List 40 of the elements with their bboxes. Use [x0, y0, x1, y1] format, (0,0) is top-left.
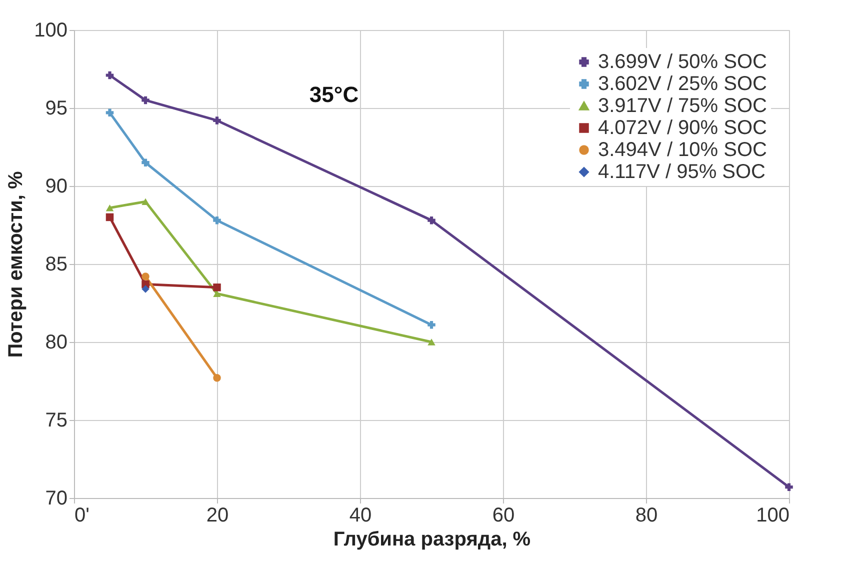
legend-label: 3.699V / 50% SOC: [598, 51, 767, 73]
point: [213, 284, 221, 292]
y-tick-label: 100: [34, 20, 68, 42]
point: [106, 204, 114, 212]
point: [785, 483, 793, 491]
y-tick-label: 75: [45, 410, 68, 432]
y-tick-label: 90: [45, 176, 68, 198]
y-tick-label: 70: [45, 488, 68, 510]
y-tick-label: 95: [45, 98, 68, 120]
legend-label: 3.917V / 75% SOC: [598, 95, 767, 117]
point: [106, 71, 114, 80]
point: [213, 374, 221, 382]
legend-label: 3.602V / 25% SOC: [598, 73, 767, 95]
x-axis-title: Глубина разряда, %: [333, 528, 531, 550]
legend-label: 3.494V / 10% SOC: [598, 139, 767, 161]
point: [142, 198, 150, 205]
point: [142, 272, 150, 280]
y-axis-title: Потери емкости, %: [5, 171, 28, 358]
x-tick-label: 40: [349, 504, 372, 526]
point: [213, 290, 221, 297]
point: [106, 213, 114, 222]
x-tick-label: 60: [492, 504, 515, 526]
point: [213, 216, 221, 224]
point: [142, 285, 150, 293]
legend-label: 4.117V / 95% SOC: [598, 161, 766, 183]
point: [428, 216, 436, 224]
y-tick-label: 85: [45, 254, 68, 276]
point: [428, 320, 436, 329]
x-tick-label: 80: [635, 504, 658, 526]
point: [428, 338, 436, 346]
annotation: 35°C: [309, 82, 359, 107]
legend-label: 4.072V / 90% SOC: [598, 117, 767, 139]
point: [106, 108, 114, 117]
x-tick-label: 100: [756, 504, 790, 526]
point: [142, 158, 150, 166]
y-tick-label: 80: [45, 332, 68, 354]
x-tick-label: 0': [74, 504, 90, 526]
point: [142, 96, 150, 104]
point: [213, 116, 221, 124]
x-tick-label: 20: [206, 504, 229, 526]
